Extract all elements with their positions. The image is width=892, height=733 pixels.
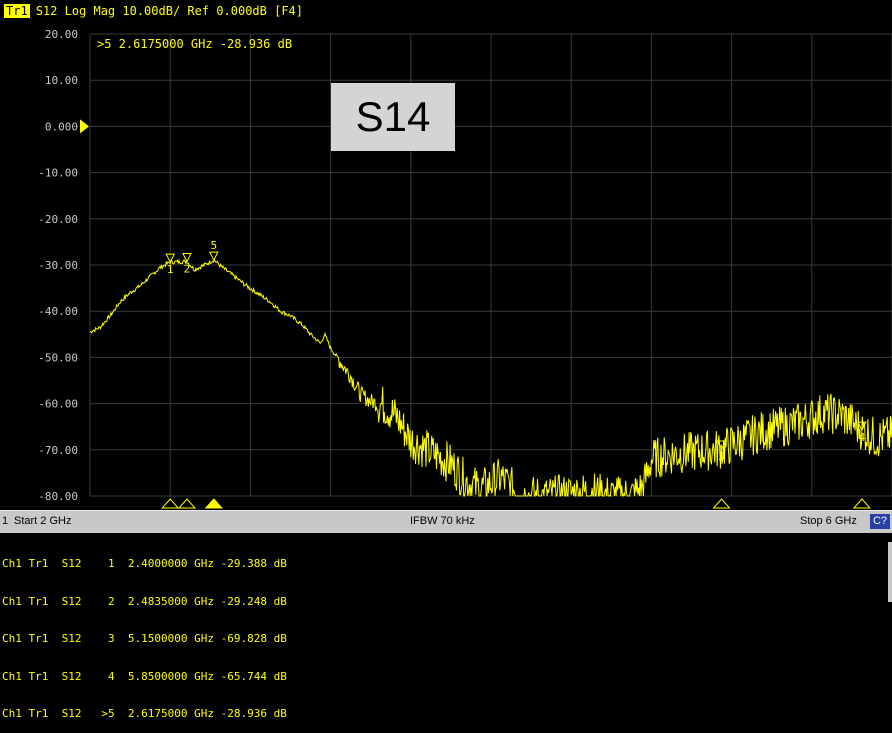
- marker-triangle[interactable]: [716, 440, 727, 451]
- marker-stimulus-indicator[interactable]: [177, 498, 197, 509]
- marker-row[interactable]: Ch1 Tr1 S12 >5 2.6175000 GHz -28.936 dB: [2, 707, 287, 720]
- y-tick-label: -10.00: [38, 167, 78, 180]
- bottom-marker-indicators: [161, 498, 872, 509]
- y-tick-label: -20.00: [38, 213, 78, 226]
- overlay-label: S14: [331, 83, 455, 151]
- channel-number: 1: [2, 515, 9, 527]
- marker-label: 1: [167, 263, 174, 276]
- markers: 1 2 3 4 5: [165, 239, 867, 463]
- marker-label: 3: [718, 450, 725, 463]
- reference-level-arrow: [80, 119, 89, 134]
- y-tick-label: -40.00: [38, 305, 78, 318]
- s12-log-mag-chart: 20.00 10.00 0.000 -10.00 -20.00 -30.00 -40.00 -…: [38, 28, 892, 509]
- marker-row[interactable]: Ch1 Tr1 S12 3 5.1500000 GHz -69.828 dB: [2, 632, 287, 645]
- marker-table-scrollbar[interactable]: [888, 542, 892, 602]
- y-tick-label: -70.00: [38, 444, 78, 457]
- marker-stimulus-indicator[interactable]: [852, 498, 872, 509]
- y-tick-label: -30.00: [38, 259, 78, 272]
- s12-trace: [89, 258, 892, 498]
- marker-label: 4: [859, 431, 866, 444]
- y-tick-label: 10.00: [45, 74, 78, 87]
- marker-row[interactable]: Ch1 Tr1 S12 4 5.8500000 GHz -65.744 dB: [2, 669, 287, 683]
- trace-group: [89, 258, 892, 498]
- reference-arrow-icon: [80, 119, 89, 134]
- plot-area[interactable]: 20.00 10.00 0.000 -10.00 -20.00 -30.00 -40.00 -…: [0, 22, 892, 510]
- stop-frequency[interactable]: Stop 6 GHz: [800, 515, 857, 527]
- marker-stimulus-indicator[interactable]: [712, 498, 731, 509]
- marker-row[interactable]: Ch1 Tr1 S12 2 2.4835000 GHz -29.248 dB: [2, 594, 287, 608]
- marker-stimulus-indicator[interactable]: [204, 498, 223, 509]
- y-tick-labels: 20.00 10.00 0.000 -10.00 -20.00 -30.00 -40.00 -…: [38, 28, 78, 503]
- calibration-badge[interactable]: C?: [870, 514, 890, 529]
- marker-label: 5: [210, 239, 217, 252]
- trace-info: S12 Log Mag 10.00dB/ Ref 0.000dB [F4]: [35, 4, 303, 18]
- y-tick-label: -60.00: [38, 398, 78, 411]
- grid: [89, 33, 892, 497]
- marker-stimulus-indicator[interactable]: [161, 498, 180, 509]
- y-tick-label: 0.000: [45, 120, 78, 133]
- trace-tag[interactable]: Tr1: [4, 4, 30, 18]
- status-bar: 1 Start 2 GHz IFBW 70 kHz Stop 6 GHz C?: [0, 510, 892, 534]
- marker-row[interactable]: Ch1 Tr1 S12 1 2.4000000 GHz -29.388 dB: [2, 557, 287, 570]
- marker-triangle[interactable]: [857, 421, 867, 432]
- ifbw-setting[interactable]: IFBW 70 kHz: [410, 515, 475, 527]
- marker-label: 2: [184, 263, 191, 276]
- marker-table: Ch1 Tr1 S12 1 2.4000000 GHz -29.388 dB C…: [0, 533, 892, 720]
- marker-triangle[interactable]: [208, 251, 219, 262]
- y-tick-label: 20.00: [45, 28, 78, 41]
- trace-header: Tr1 S12 Log Mag 10.00dB/ Ref 0.000dB [F4]: [0, 0, 892, 22]
- active-marker-readout: >5 2.6175000 GHz -28.936 dB: [97, 37, 292, 51]
- y-tick-label: -80.00: [38, 490, 78, 503]
- start-frequency[interactable]: Start 2 GHz: [14, 515, 72, 527]
- y-tick-label: -50.00: [38, 351, 78, 364]
- marker-triangle[interactable]: [182, 253, 192, 263]
- marker-triangle[interactable]: [165, 253, 176, 264]
